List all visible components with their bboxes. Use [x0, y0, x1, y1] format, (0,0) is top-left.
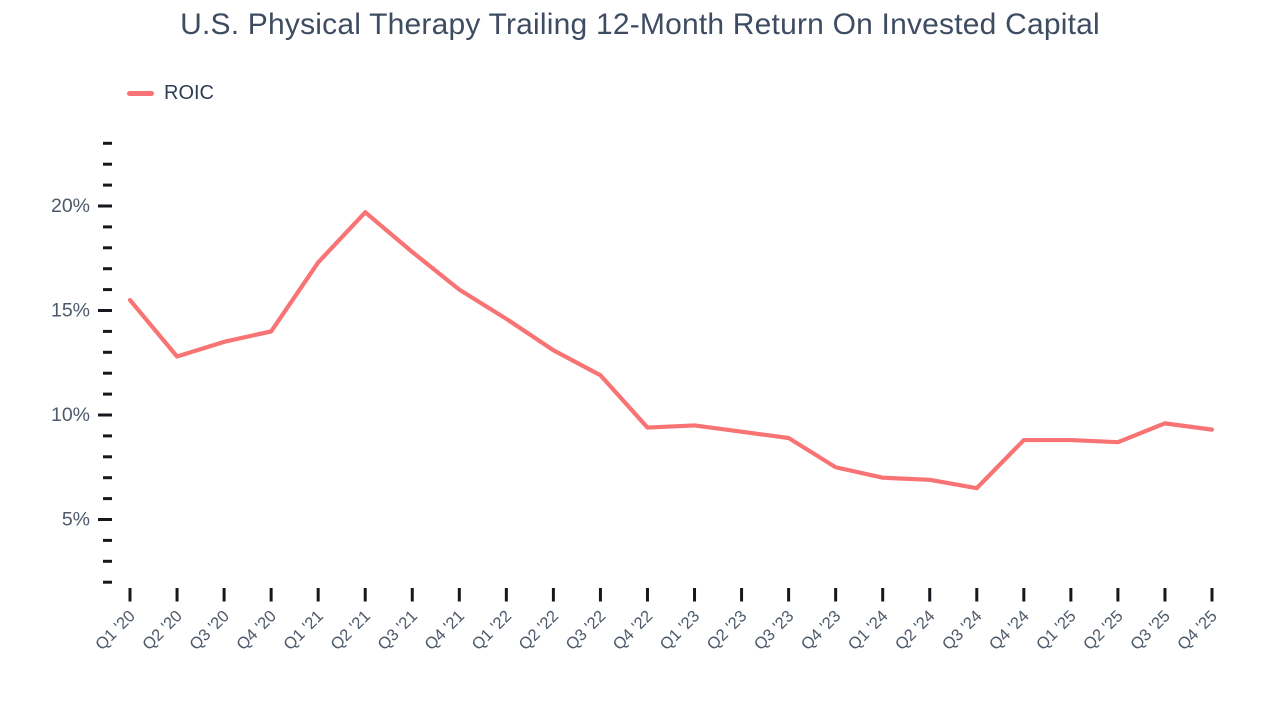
x-tick-label: Q3 '21 — [374, 607, 421, 654]
x-tick-label: Q3 '24 — [939, 607, 986, 654]
x-tick-label: Q3 '25 — [1127, 607, 1174, 654]
x-tick-label: Q1 '22 — [468, 607, 515, 654]
x-tick-label: Q1 '25 — [1033, 607, 1080, 654]
x-tick-label: Q2 '20 — [139, 607, 186, 654]
roic-line — [127, 210, 1215, 491]
legend[interactable]: ROIC — [127, 82, 214, 105]
x-tick-label: Q3 '20 — [186, 607, 233, 654]
y-tick-label: 15% — [51, 300, 90, 322]
x-tick-label: Q1 '24 — [845, 607, 892, 654]
x-tick-label: Q1 '20 — [92, 607, 139, 654]
x-tick-label: Q2 '21 — [327, 607, 374, 654]
y-tick-label: 5% — [62, 509, 90, 531]
x-tick-label: Q4 '25 — [1174, 607, 1221, 654]
x-tick-label: Q1 '23 — [657, 607, 704, 654]
x-tick-label: Q3 '23 — [751, 607, 798, 654]
x-tick-label: Q2 '23 — [704, 607, 751, 654]
x-tick-label: Q2 '24 — [892, 607, 939, 654]
x-tick-label: Q2 '22 — [515, 607, 562, 654]
x-tick-label: Q4 '21 — [421, 607, 468, 654]
x-tick-label: Q4 '23 — [798, 607, 845, 654]
x-tick-label: Q1 '21 — [280, 607, 327, 654]
y-tick-label: 10% — [51, 404, 90, 426]
legend-label: ROIC — [164, 82, 214, 104]
x-tick-label: Q4 '20 — [233, 607, 280, 654]
chart-title: U.S. Physical Therapy Trailing 12-Month … — [180, 8, 1100, 41]
x-tick-label: Q3 '22 — [563, 607, 610, 654]
x-tick-label: Q2 '25 — [1080, 607, 1127, 654]
x-tick-label: Q4 '22 — [610, 607, 657, 654]
x-tick-label: Q4 '24 — [986, 607, 1033, 654]
y-tick-label: 20% — [51, 195, 90, 217]
legend-line-swatch — [127, 91, 154, 96]
